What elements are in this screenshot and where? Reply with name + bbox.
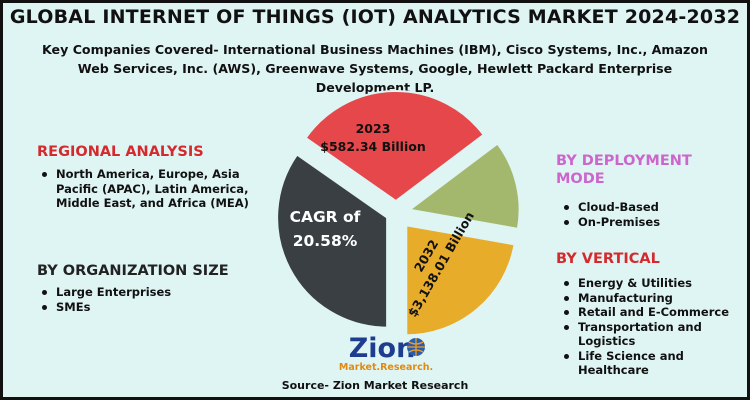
pie-slice-label: CAGR of 20.58% — [290, 208, 361, 250]
organization-size-list: Large Enterprises SMEs — [38, 285, 258, 314]
vertical-list: Energy & Utilities Manufacturing Retail an… — [560, 276, 740, 378]
organization-item: Large Enterprises — [38, 285, 258, 300]
regional-item: North America, Europe, Asia Pacific (APA… — [38, 167, 258, 211]
vertical-item: Manufacturing — [560, 291, 740, 306]
regional-list: North America, Europe, Asia Pacific (APA… — [38, 167, 258, 211]
vertical-item: Energy & Utilities — [560, 276, 740, 291]
pie-slice — [304, 90, 486, 203]
deployment-item: On-Premises — [560, 215, 740, 230]
organization-item: SMEs — [38, 300, 258, 315]
regional-analysis-heading: REGIONAL ANALYSIS — [37, 144, 204, 160]
deployment-item: Cloud-Based — [560, 200, 740, 215]
deployment-mode-heading: BY DEPLOYMENT MODE — [556, 153, 692, 187]
logo-brand-text: Zion — [349, 333, 416, 364]
pie-slice — [405, 224, 516, 337]
vertical-heading: BY VERTICAL — [556, 251, 660, 267]
source-note: Source- Zion Market Research — [281, 379, 469, 392]
key-companies-subtitle: Key Companies Covered- International Bus… — [42, 42, 708, 95]
vertical-item: Life Science and Healthcare — [560, 349, 740, 378]
organization-size-heading: BY ORGANIZATION SIZE — [37, 263, 229, 279]
zion-logo: Zion Market.Research. — [339, 333, 433, 373]
deployment-mode-list: Cloud-Based On-Premises — [560, 200, 740, 229]
pie-slice-label: 2023 $582.34 Billion — [320, 121, 425, 154]
vertical-item: Retail and E-Commerce — [560, 305, 740, 320]
pie-slice — [276, 153, 389, 329]
logo-sub-text: Market.Research. — [339, 362, 433, 373]
pie-slice — [407, 142, 521, 230]
page-title: GLOBAL INTERNET OF THINGS (IOT) ANALYTIC… — [9, 6, 741, 28]
vertical-item: Transportation and Logistics — [560, 320, 740, 349]
